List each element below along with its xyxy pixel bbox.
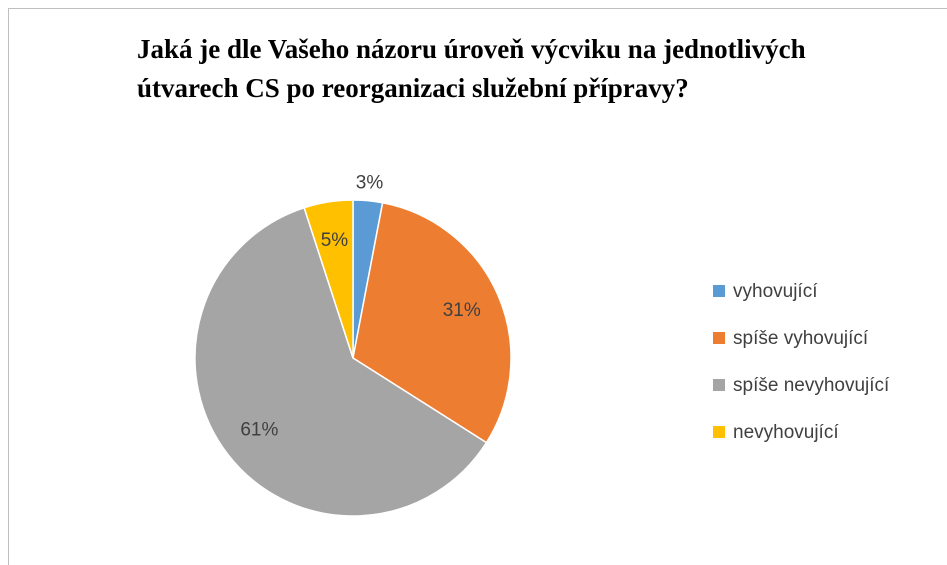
data-label: 61% [240, 420, 278, 441]
chart-frame [8, 8, 947, 565]
pie-slice [194, 206, 488, 517]
legend-label: spíše vyhovující [733, 328, 869, 349]
chart-title: Jaká je dle Vašeho názoru úroveň výcviku… [137, 34, 806, 103]
legend-label: nevyhovující [733, 422, 839, 443]
data-label: 5% [321, 230, 349, 251]
data-label: 31% [443, 300, 481, 321]
data-label: 3% [356, 172, 384, 193]
legend-swatch [713, 426, 725, 438]
legend-swatch [713, 332, 725, 344]
legend-swatch [713, 379, 725, 391]
legend-swatch [713, 285, 725, 297]
pie-slice [303, 199, 354, 359]
legend-label: spíše nevyhovující [733, 375, 890, 396]
legend-label: vyhovující [733, 281, 818, 302]
